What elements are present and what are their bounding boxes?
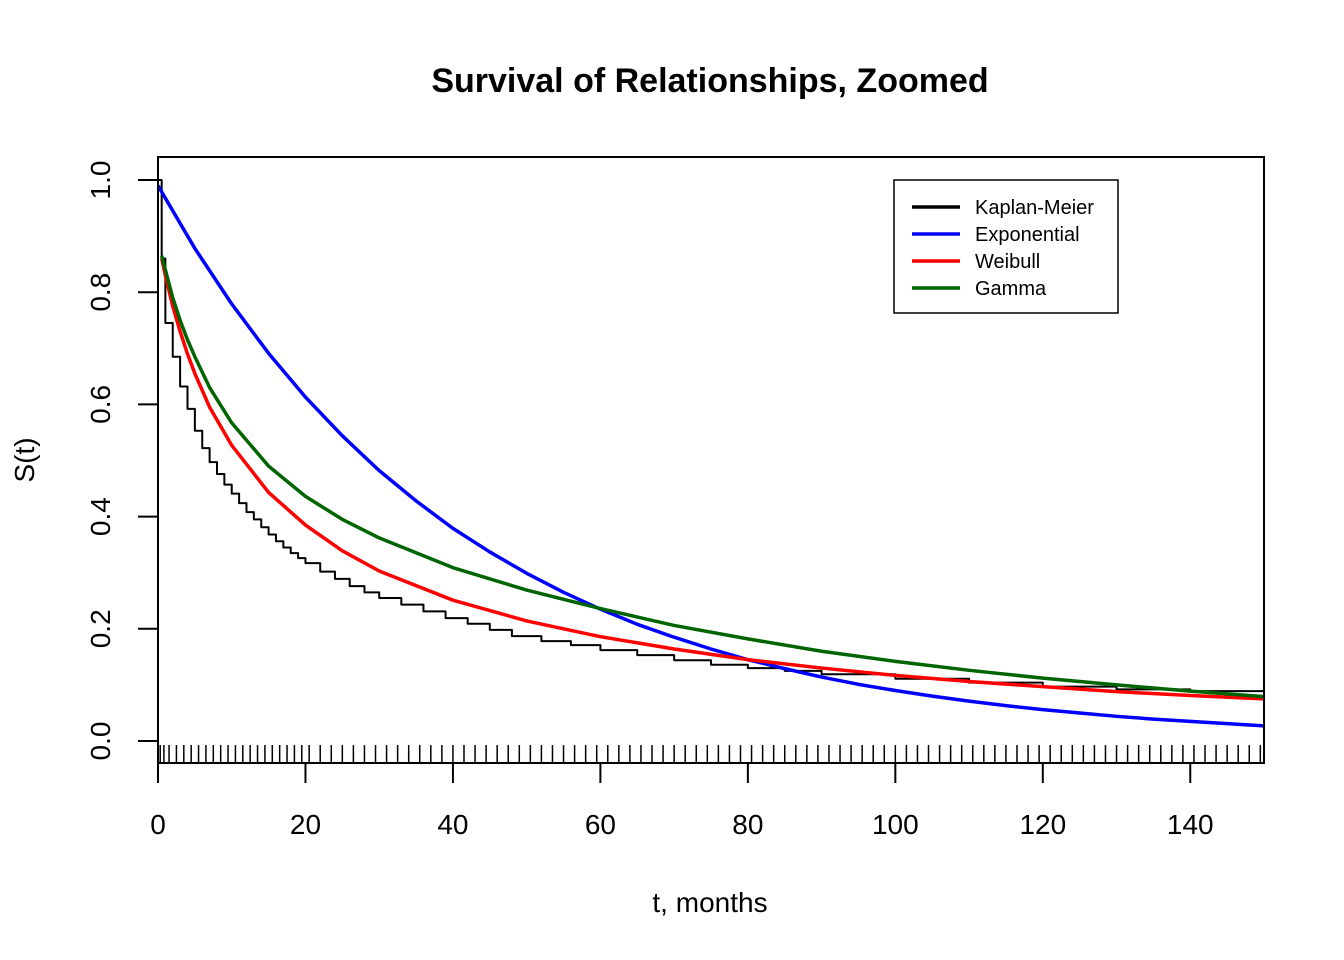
- x-tick-label: 40: [437, 809, 468, 840]
- legend-entry-label: Weibull: [975, 251, 1040, 273]
- y-tick-label: 0.4: [85, 497, 116, 536]
- plot-area: [158, 179, 1264, 728]
- x-axis-label: t, months: [652, 887, 767, 918]
- x-tick-label: 80: [732, 809, 763, 840]
- y-tick-label: 0.8: [85, 273, 116, 312]
- x-tick-label: 60: [585, 809, 616, 840]
- series-line-kaplan-meier: [158, 179, 1264, 693]
- legend-box: [893, 179, 1119, 314]
- plot-frame: [157, 156, 1265, 764]
- y-tick-label: 1.0: [85, 161, 116, 200]
- chart-title: Survival of Relationships, Zoomed: [431, 62, 988, 100]
- x-tick-label: 0: [150, 809, 166, 840]
- x-tick-label: 20: [290, 809, 321, 840]
- y-axis-label: S(t): [9, 437, 40, 482]
- legend: Kaplan-Meier Exponential Weibull Gamma: [893, 179, 1119, 314]
- y-axis: 0.0 0.2 0.4 0.6 0.8 1.0: [85, 161, 159, 761]
- legend-entry-label: Gamma: [975, 278, 1047, 300]
- series-line-weibull: [159, 258, 1264, 701]
- legend-entry-label: Kaplan-Meier: [975, 197, 1094, 219]
- series-line-exponential: [158, 184, 1264, 728]
- x-tick-label: 100: [872, 809, 919, 840]
- series-line-gamma: [159, 255, 1264, 699]
- y-tick-label: 0.6: [85, 385, 116, 424]
- y-tick-label: 0.2: [85, 609, 116, 648]
- x-tick-label: 120: [1019, 809, 1066, 840]
- rug-ticks: [159, 745, 1262, 763]
- y-tick-label: 0.0: [85, 722, 116, 761]
- x-axis: 0 20 40 60 80 100 120 140: [150, 762, 1214, 840]
- legend-entry-label: Exponential: [975, 224, 1080, 246]
- x-tick-label: 140: [1167, 809, 1214, 840]
